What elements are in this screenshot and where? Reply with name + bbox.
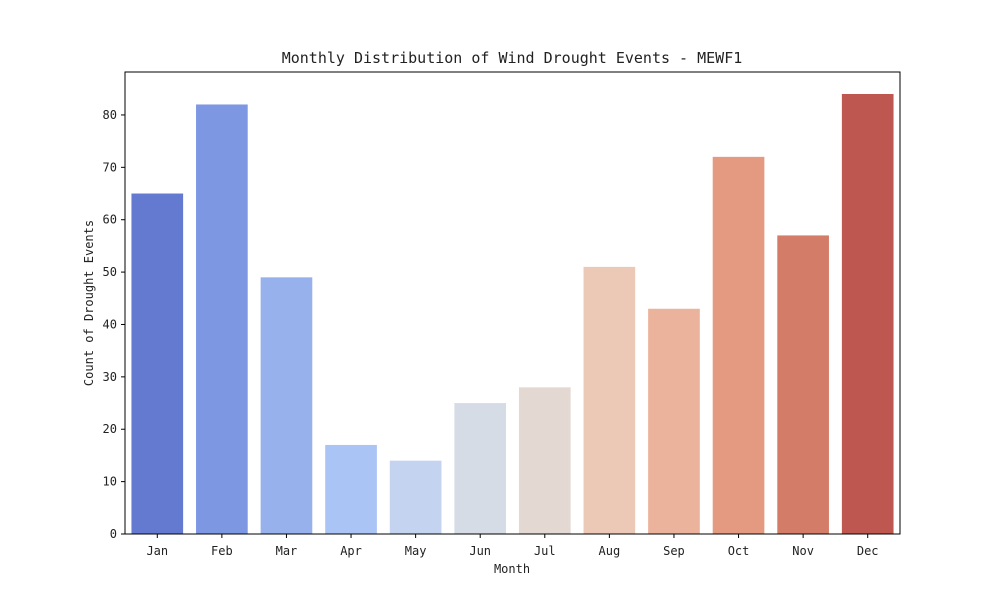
bar-jun: [454, 403, 507, 534]
bar-sep: [648, 308, 700, 534]
bar-jul: [518, 387, 571, 534]
bar-dec: [841, 94, 894, 534]
y-axis-label: Count of Drought Events: [82, 220, 96, 386]
x-axis-label: Month: [494, 562, 530, 576]
x-tick-label: Aug: [599, 544, 621, 558]
bar-feb: [196, 104, 248, 534]
bar-oct: [712, 156, 765, 534]
bars-group: [131, 94, 894, 534]
chart-title: Monthly Distribution of Wind Drought Eve…: [282, 49, 743, 67]
x-tick-label: Jun: [469, 544, 491, 558]
bar-aug: [583, 266, 636, 534]
x-tick-label: Sep: [663, 544, 685, 558]
x-tick-label: Mar: [276, 544, 298, 558]
y-tick-label: 80: [103, 108, 117, 122]
y-tick-label: 50: [103, 265, 117, 279]
x-tick-label: Apr: [340, 544, 362, 558]
x-tick-label: Oct: [728, 544, 750, 558]
y-tick-label: 40: [103, 317, 117, 331]
x-tick-label: Dec: [857, 544, 879, 558]
plot-frame: [124, 71, 901, 535]
x-tick-label: Jan: [146, 544, 168, 558]
bar-may: [389, 460, 442, 534]
y-tick-label: 20: [103, 422, 117, 436]
y-axis: 0 10 20 30 40 50 60 70 80: [103, 108, 125, 541]
y-tick-label: 10: [103, 475, 117, 489]
x-tick-label: Jul: [534, 544, 556, 558]
x-tick-label: Feb: [211, 544, 233, 558]
y-tick-label: 60: [103, 213, 117, 227]
bar-mar: [260, 277, 313, 534]
y-tick-label: 0: [110, 527, 117, 541]
x-tick-label: May: [405, 544, 427, 558]
bar-nov: [777, 235, 829, 534]
y-tick-label: 30: [103, 370, 117, 384]
bar-apr: [325, 444, 377, 534]
bar-jan: [131, 193, 184, 534]
x-axis: Jan Feb Mar Apr May Jun Jul Aug Sep Oct Nov Dec: [146, 534, 879, 558]
y-tick-label: 70: [103, 160, 117, 174]
x-tick-label: Nov: [792, 544, 814, 558]
